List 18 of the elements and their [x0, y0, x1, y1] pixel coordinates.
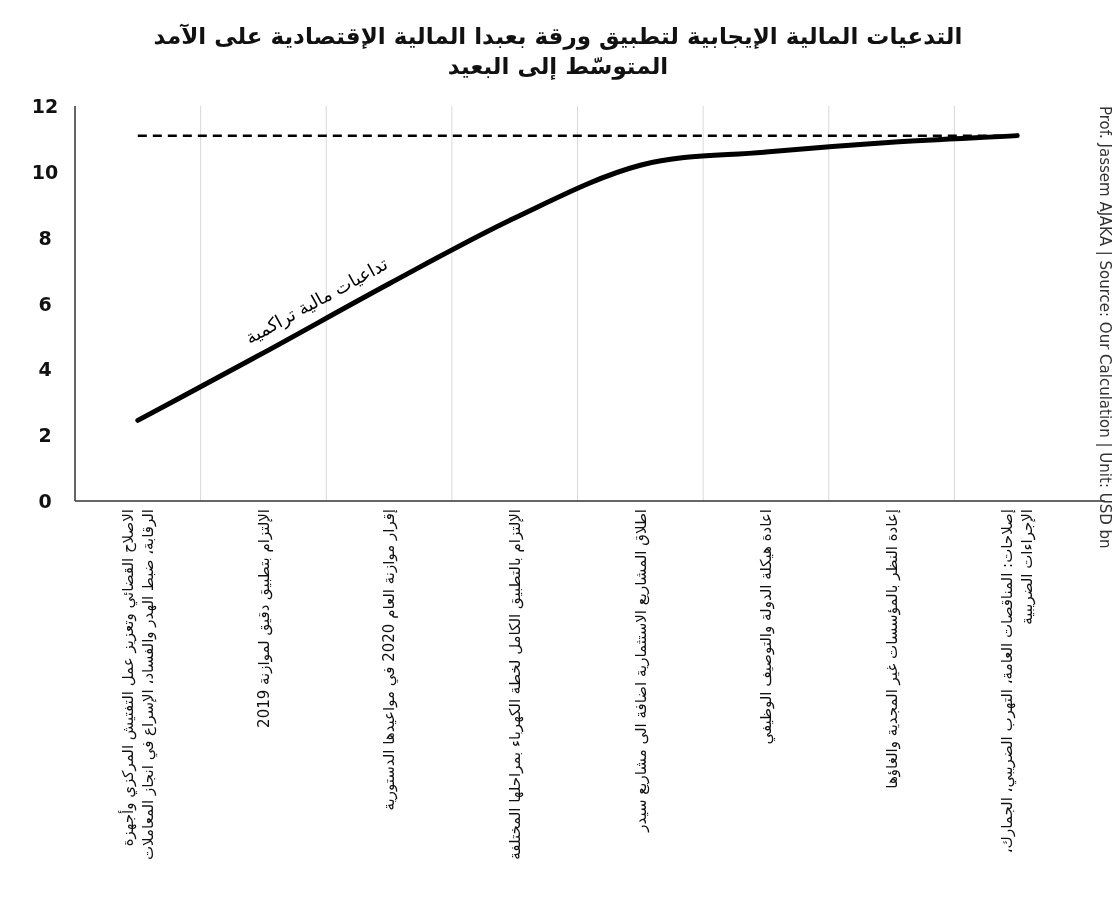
x-tick-label: الإلتزام بالتطبيق الكامل لخطة الكهرباء بمراحلها المختلفة	[504, 509, 525, 862]
title: التدعيات المالية الإيجابية لتطبيق ورقة بعبدا المالية الإقتصادية على الآمد المتوسّط إلى البعيد	[152, 22, 964, 82]
y-tick-label: 10	[31, 160, 59, 183]
x-tick-label: إصلاحات: المناقصات العامة، التهرب الضريبي، الجمارك، الإجراءات الضريبية	[996, 509, 1038, 856]
y-tick-label: 12	[31, 95, 59, 117]
x-tick-label: الاصلاح القضائي وتعزيز عمل التفتيش المركزي وأجهزة الرقابة، ضبط الهدر والفساد، الإسراع في انجاز المعاملات	[117, 509, 158, 863]
y-tick-label: 2	[38, 424, 52, 447]
x-tick-label: الإلتزام بتطبيق دقيق لموازنة 2019	[253, 509, 274, 730]
x-tick-label: اعادة هيكلة الدولة والتوصيف الوظيفي	[755, 509, 776, 747]
y-tick-label: 6	[38, 292, 52, 315]
y-tick-label: 4	[38, 358, 52, 381]
text: Prof. Jassem AJAKA | Source: Our Calculation | Unit: USD bn	[1096, 106, 1114, 549]
x-tick-label: إقرار موازنة العام 2020 في مواعيدها الدستورية	[378, 509, 399, 813]
x-tick-label: إعادة النظر بالمؤسسات غير المجدية والغاؤها	[881, 509, 902, 791]
text: تداعيات مالية تراكمية	[241, 252, 392, 349]
x-tick-label: اطلاق المشاريع الاستثمارية اضافة الى مشاريع سيدر	[630, 509, 651, 835]
y-tick-label: 0	[38, 490, 52, 512]
y-tick-label: 8	[38, 226, 52, 249]
